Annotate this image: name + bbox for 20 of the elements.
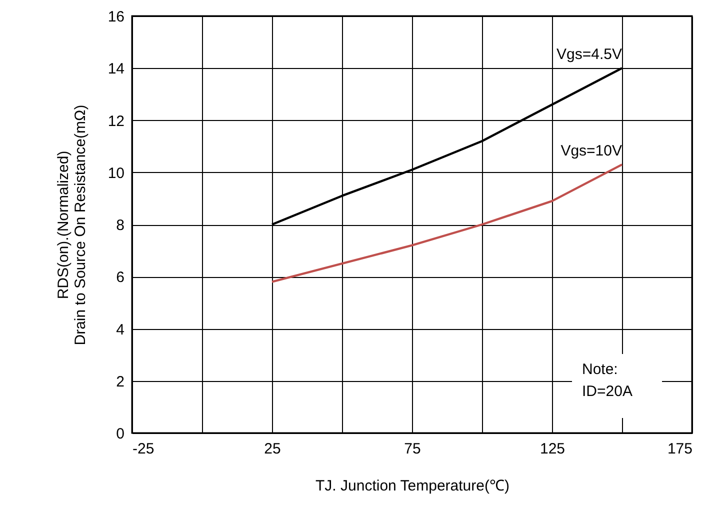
y-tick-label: 0 xyxy=(116,426,124,442)
y-tick-label: 10 xyxy=(108,164,124,182)
series-label: Vgs=10V xyxy=(560,142,622,160)
line-series xyxy=(270,163,624,283)
y-tick-label: 16 xyxy=(108,8,124,26)
y-tick-label: 2 xyxy=(116,373,124,390)
x-tick-label: 75 xyxy=(404,440,421,458)
y-tick-label: 12 xyxy=(108,112,124,130)
x-tick-label: 25 xyxy=(264,440,281,458)
x-tick-label: 125 xyxy=(540,440,566,458)
series-label: Vgs=4.5V xyxy=(556,46,622,64)
annotation: Note: ID=20A xyxy=(582,361,632,400)
y-tick-label: 8 xyxy=(116,217,124,234)
y-tick-label: 14 xyxy=(108,60,124,78)
x-axis-title: TJ. Junction Temperature(℃) xyxy=(316,478,510,494)
x-tick-label: -25 xyxy=(132,440,154,458)
x-tick-label: 175 xyxy=(667,440,692,458)
y-tick-label: 4 xyxy=(116,321,124,338)
y-axis-title: RDS(on).(Normalized) Drain to Source On Resistance(mΩ) xyxy=(54,104,89,346)
y-tick-label: 6 xyxy=(116,269,124,286)
